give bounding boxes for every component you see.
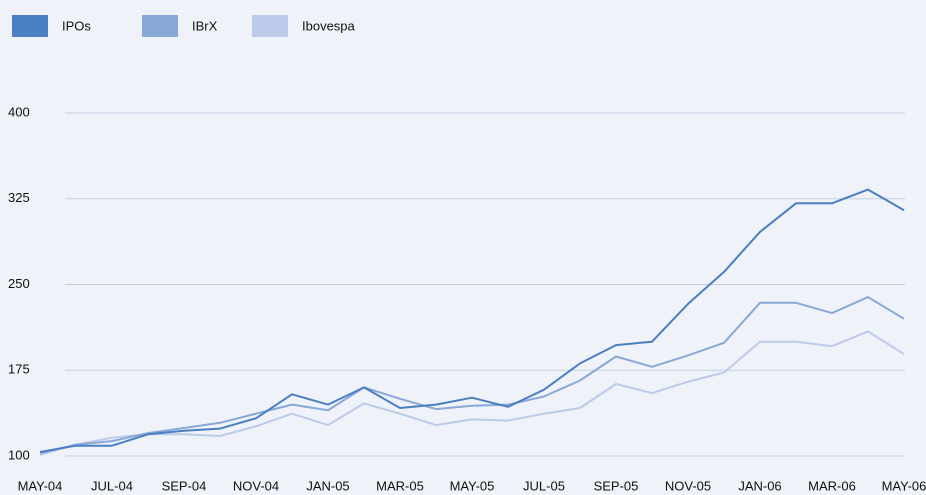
series-line bbox=[39, 296, 905, 455]
legend-label: IPOs bbox=[62, 18, 91, 33]
x-tick-label: JAN-06 bbox=[738, 478, 781, 493]
x-tick-label: JAN-05 bbox=[306, 478, 349, 493]
y-tick-label: 250 bbox=[8, 276, 30, 291]
y-tick-label: 400 bbox=[8, 104, 30, 119]
legend-label: IBrX bbox=[192, 18, 218, 33]
series-line bbox=[39, 330, 905, 456]
x-tick-label: NOV-05 bbox=[665, 478, 711, 493]
y-tick-label: 325 bbox=[8, 190, 30, 205]
y-tick-label: 175 bbox=[8, 362, 30, 377]
x-tick-label: SEP-04 bbox=[162, 478, 207, 493]
legend-swatch bbox=[142, 15, 178, 37]
x-tick-label: NOV-04 bbox=[233, 478, 279, 493]
legend-swatch bbox=[252, 15, 288, 37]
series-line bbox=[39, 188, 905, 453]
legend-label: Ibovespa bbox=[302, 18, 356, 33]
x-tick-label: JUL-05 bbox=[523, 478, 565, 493]
x-tick-label: MAR-06 bbox=[808, 478, 856, 493]
x-tick-label: JUL-04 bbox=[91, 478, 133, 493]
x-tick-label: MAR-05 bbox=[376, 478, 424, 493]
x-tick-label: MAY-06 bbox=[882, 478, 926, 493]
legend-swatch bbox=[12, 15, 48, 37]
x-tick-label: MAY-05 bbox=[450, 478, 495, 493]
y-tick-label: 100 bbox=[8, 447, 30, 462]
x-tick-label: SEP-05 bbox=[594, 478, 639, 493]
x-tick-label: MAY-04 bbox=[18, 478, 63, 493]
